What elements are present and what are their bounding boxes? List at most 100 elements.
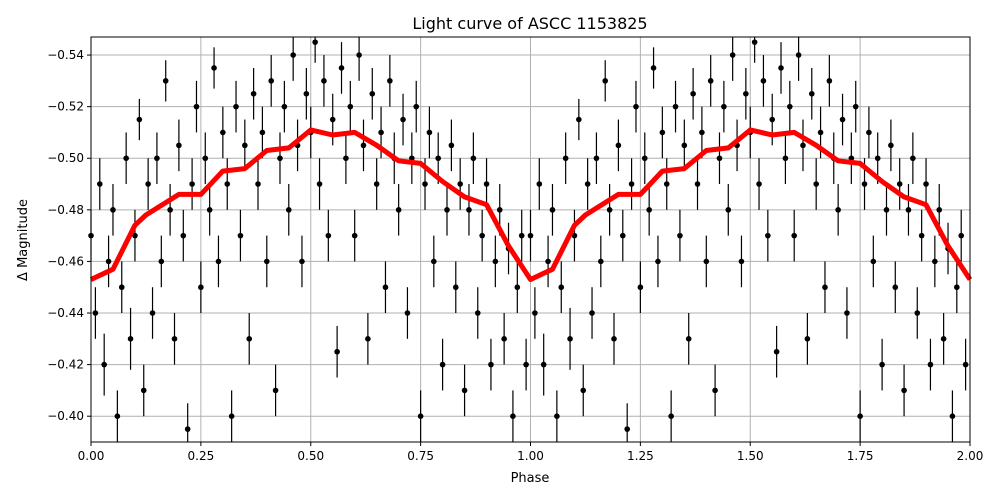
- data-point: [870, 258, 877, 265]
- data-point: [646, 207, 652, 213]
- data-point: [479, 232, 485, 239]
- data-point: [118, 284, 125, 291]
- data-point: [571, 232, 578, 239]
- y-axis-label: Δ Magnitude: [16, 199, 31, 281]
- data-point: [694, 181, 701, 187]
- x-tick-label: 1.00: [517, 449, 544, 463]
- data-point: [400, 116, 406, 123]
- data-point: [277, 155, 283, 162]
- data-point: [496, 207, 503, 213]
- data-point: [800, 142, 806, 149]
- data-point: [901, 387, 907, 394]
- data-point: [417, 413, 424, 420]
- data-point: [347, 103, 354, 110]
- data-point: [312, 39, 318, 45]
- data-point: [518, 232, 525, 239]
- data-point: [562, 155, 569, 162]
- data-point: [905, 207, 912, 213]
- data-point: [624, 426, 630, 432]
- data-point: [751, 39, 758, 45]
- data-point: [299, 258, 305, 265]
- data-point: [272, 387, 279, 394]
- data-point: [413, 103, 420, 110]
- data-point: [672, 103, 679, 110]
- data-point: [285, 207, 292, 213]
- data-point: [923, 181, 929, 187]
- data-point: [378, 129, 384, 136]
- data-point: [602, 78, 609, 84]
- data-point: [787, 103, 793, 110]
- data-point: [92, 310, 99, 316]
- data-point: [356, 52, 362, 58]
- data-point: [839, 116, 846, 123]
- data-point: [264, 258, 270, 265]
- data-point: [215, 258, 222, 265]
- data-point: [220, 129, 226, 136]
- data-point: [167, 207, 173, 213]
- data-point: [325, 232, 332, 239]
- data-point: [409, 155, 415, 162]
- data-point: [804, 336, 811, 342]
- data-point: [255, 181, 261, 187]
- data-point: [431, 258, 437, 265]
- x-tick-label: 1.25: [627, 449, 654, 463]
- data-point: [373, 181, 380, 187]
- data-point: [290, 52, 296, 58]
- data-point: [149, 310, 156, 316]
- data-point: [365, 336, 371, 342]
- x-axis-label: Phase: [511, 471, 550, 486]
- data-point: [250, 90, 257, 97]
- data-point: [395, 207, 402, 213]
- y-tick-label: −0.40: [47, 409, 84, 423]
- data-point: [466, 207, 472, 213]
- data-point: [233, 103, 239, 110]
- data-point: [105, 258, 112, 265]
- data-point: [699, 129, 705, 136]
- data-point: [140, 387, 147, 394]
- data-point: [554, 413, 560, 420]
- x-tick-label: 0.50: [297, 449, 324, 463]
- data-point: [532, 310, 538, 316]
- data-point: [738, 258, 745, 265]
- data-point: [598, 258, 604, 265]
- data-point: [936, 207, 943, 213]
- data-point: [835, 207, 841, 213]
- data-point: [439, 361, 446, 368]
- y-tick-label: −0.52: [47, 100, 84, 114]
- data-point: [914, 310, 921, 316]
- data-point: [949, 413, 956, 420]
- data-point: [861, 181, 868, 187]
- data-point: [114, 413, 121, 420]
- data-point: [382, 284, 389, 291]
- data-point: [685, 336, 692, 342]
- chart-title: Light curve of ASCC 1153825: [412, 14, 647, 33]
- data-point: [404, 310, 411, 316]
- data-point: [154, 155, 160, 162]
- data-point: [826, 78, 833, 84]
- data-point: [791, 232, 797, 239]
- data-point: [962, 361, 969, 368]
- data-point: [584, 181, 591, 187]
- data-point: [360, 142, 367, 149]
- data-point: [171, 336, 178, 342]
- data-point: [123, 155, 129, 162]
- data-point: [176, 142, 182, 149]
- data-point: [101, 361, 107, 368]
- data-point: [321, 78, 327, 84]
- data-point: [242, 142, 248, 149]
- model-curve: [89, 127, 973, 282]
- data-point: [615, 142, 622, 149]
- data-point: [822, 284, 828, 291]
- data-point: [589, 310, 595, 316]
- x-tick-label: 0.25: [188, 449, 215, 463]
- data-point: [655, 258, 661, 265]
- data-point: [435, 155, 442, 162]
- data-point: [189, 181, 195, 187]
- data-point: [127, 336, 134, 342]
- data-point: [743, 90, 749, 97]
- y-tick-label: −0.42: [47, 358, 84, 372]
- data-point: [879, 361, 885, 368]
- y-tick-label: −0.48: [47, 203, 84, 217]
- data-point: [461, 387, 468, 394]
- data-point: [316, 181, 323, 187]
